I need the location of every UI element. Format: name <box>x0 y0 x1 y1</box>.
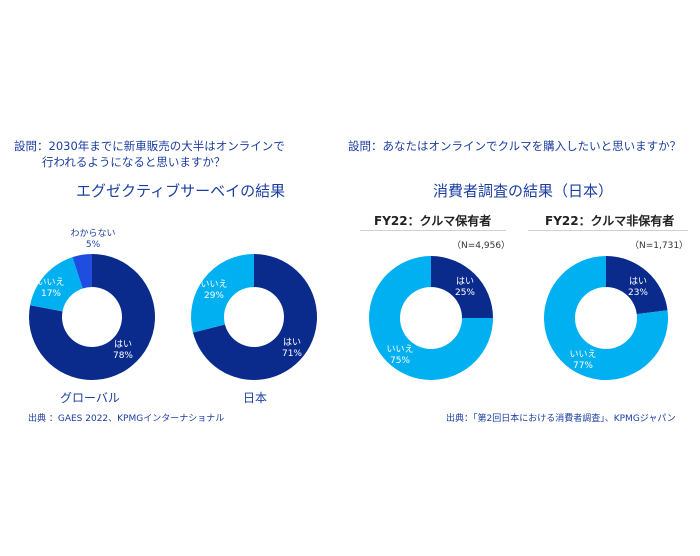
owners-no-label: いいえ 75% <box>386 345 414 366</box>
global-yes-label: はい 78% <box>112 340 133 361</box>
global-unknown-label: わからない 5% <box>70 229 116 250</box>
global-caption: グローバル <box>60 391 120 405</box>
group-owners-title: FY22：クルマ保有者 <box>374 214 492 228</box>
japan-no-label: いいえ 29% <box>200 280 228 301</box>
global-no-label: いいえ 17% <box>37 278 65 299</box>
left-subtitle: エグゼクティブサーベイの結果 <box>76 182 286 200</box>
left-source: 出典 ：GAES 2022、KPMGインターナショナル <box>28 414 225 424</box>
right-source: 出典：「第2回日本における消費者調査」、KPMGジャパン <box>446 414 676 424</box>
group-owners-n: （N=4,956） <box>452 241 511 251</box>
right-question: 設問：あなたはオンラインでクルマを購入したいと思いますか？ <box>348 139 682 153</box>
right-subtitle: 消費者調査の結果（日本） <box>433 182 614 200</box>
group-nonowners-rule <box>528 230 688 231</box>
group-nonowners-title: FY22：クルマ非保有者 <box>545 214 675 228</box>
left-question-line1: 設問：2030年までに新車販売の大半はオンラインで <box>14 139 285 153</box>
nonowners-no-label: いいえ 77% <box>569 350 597 371</box>
nonowners-yes-label: はい 23% <box>627 277 648 298</box>
owners-yes-label: はい 25% <box>454 277 475 298</box>
group-owners-rule <box>360 230 506 231</box>
group-nonowners-n: （N=1,731） <box>630 241 689 251</box>
japan-caption: 日本 <box>243 391 268 405</box>
japan-yes-label: はい 71% <box>281 338 302 359</box>
left-question-line2: 行われるようになると思いますか？ <box>42 155 226 169</box>
